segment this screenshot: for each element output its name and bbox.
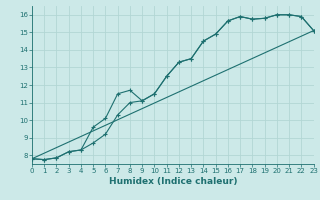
X-axis label: Humidex (Indice chaleur): Humidex (Indice chaleur) [108, 177, 237, 186]
